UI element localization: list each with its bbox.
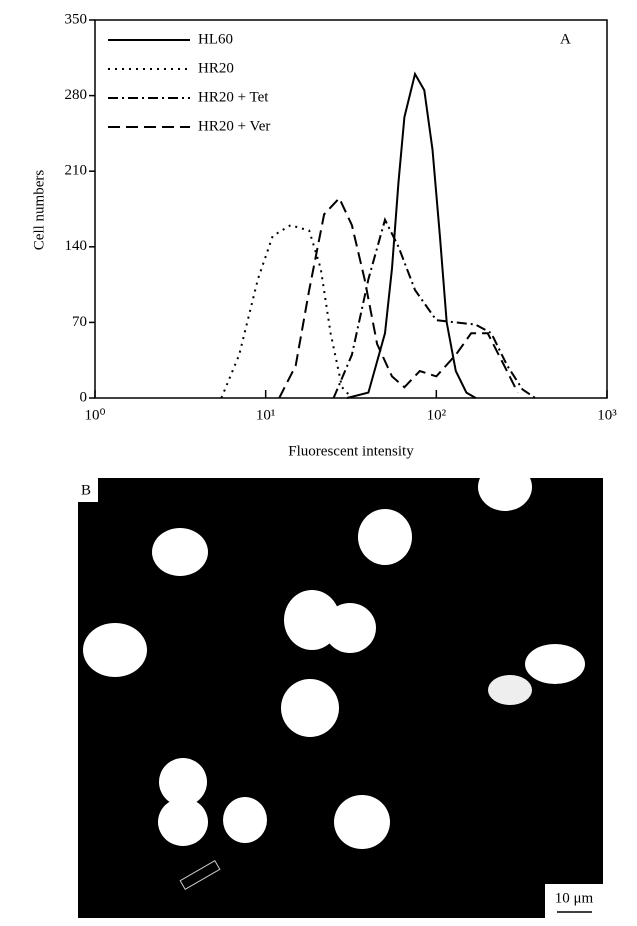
cell bbox=[281, 679, 339, 737]
y-tick-label: 70 bbox=[72, 314, 87, 330]
cell bbox=[158, 798, 208, 846]
y-tick-label: 140 bbox=[65, 238, 88, 254]
series-line bbox=[346, 71, 477, 399]
x-axis-label: Fluorescent intensity bbox=[288, 443, 414, 459]
cell bbox=[478, 463, 532, 511]
cell bbox=[223, 797, 267, 843]
cell bbox=[488, 675, 532, 705]
cell bbox=[159, 758, 207, 806]
plot-frame bbox=[94, 19, 608, 399]
series-line bbox=[278, 196, 519, 399]
debris bbox=[179, 859, 221, 891]
cell bbox=[525, 644, 585, 684]
y-axis-label: Cell numbers bbox=[31, 170, 47, 251]
micrograph: B 10 μm bbox=[78, 463, 603, 918]
cell bbox=[324, 603, 376, 653]
x-tick-label: 10³ bbox=[597, 407, 617, 423]
y-tick-label: 280 bbox=[65, 87, 88, 103]
cell bbox=[334, 795, 390, 849]
label-box bbox=[78, 478, 98, 502]
legend-label: HR20 bbox=[198, 60, 234, 76]
cell bbox=[152, 528, 208, 576]
x-tick-label: 10² bbox=[427, 407, 447, 423]
y-tick-label: 350 bbox=[65, 11, 88, 27]
scale-bar-label: 10 μm bbox=[555, 890, 594, 906]
x-tick-label: 10¹ bbox=[256, 407, 276, 423]
legend-label: HR20 + Ver bbox=[198, 118, 270, 134]
legend-label: HR20 + Tet bbox=[198, 89, 269, 105]
series-line bbox=[332, 217, 536, 399]
series-line bbox=[220, 224, 353, 399]
cell bbox=[83, 623, 147, 677]
panel-label: B bbox=[81, 482, 91, 498]
y-tick-label: 0 bbox=[80, 389, 88, 405]
legend-label: HL60 bbox=[198, 31, 233, 47]
panel-annotation: A bbox=[560, 31, 571, 47]
x-tick-label: 10⁰ bbox=[84, 407, 105, 423]
cell bbox=[358, 509, 412, 565]
y-tick-label: 210 bbox=[65, 163, 88, 179]
